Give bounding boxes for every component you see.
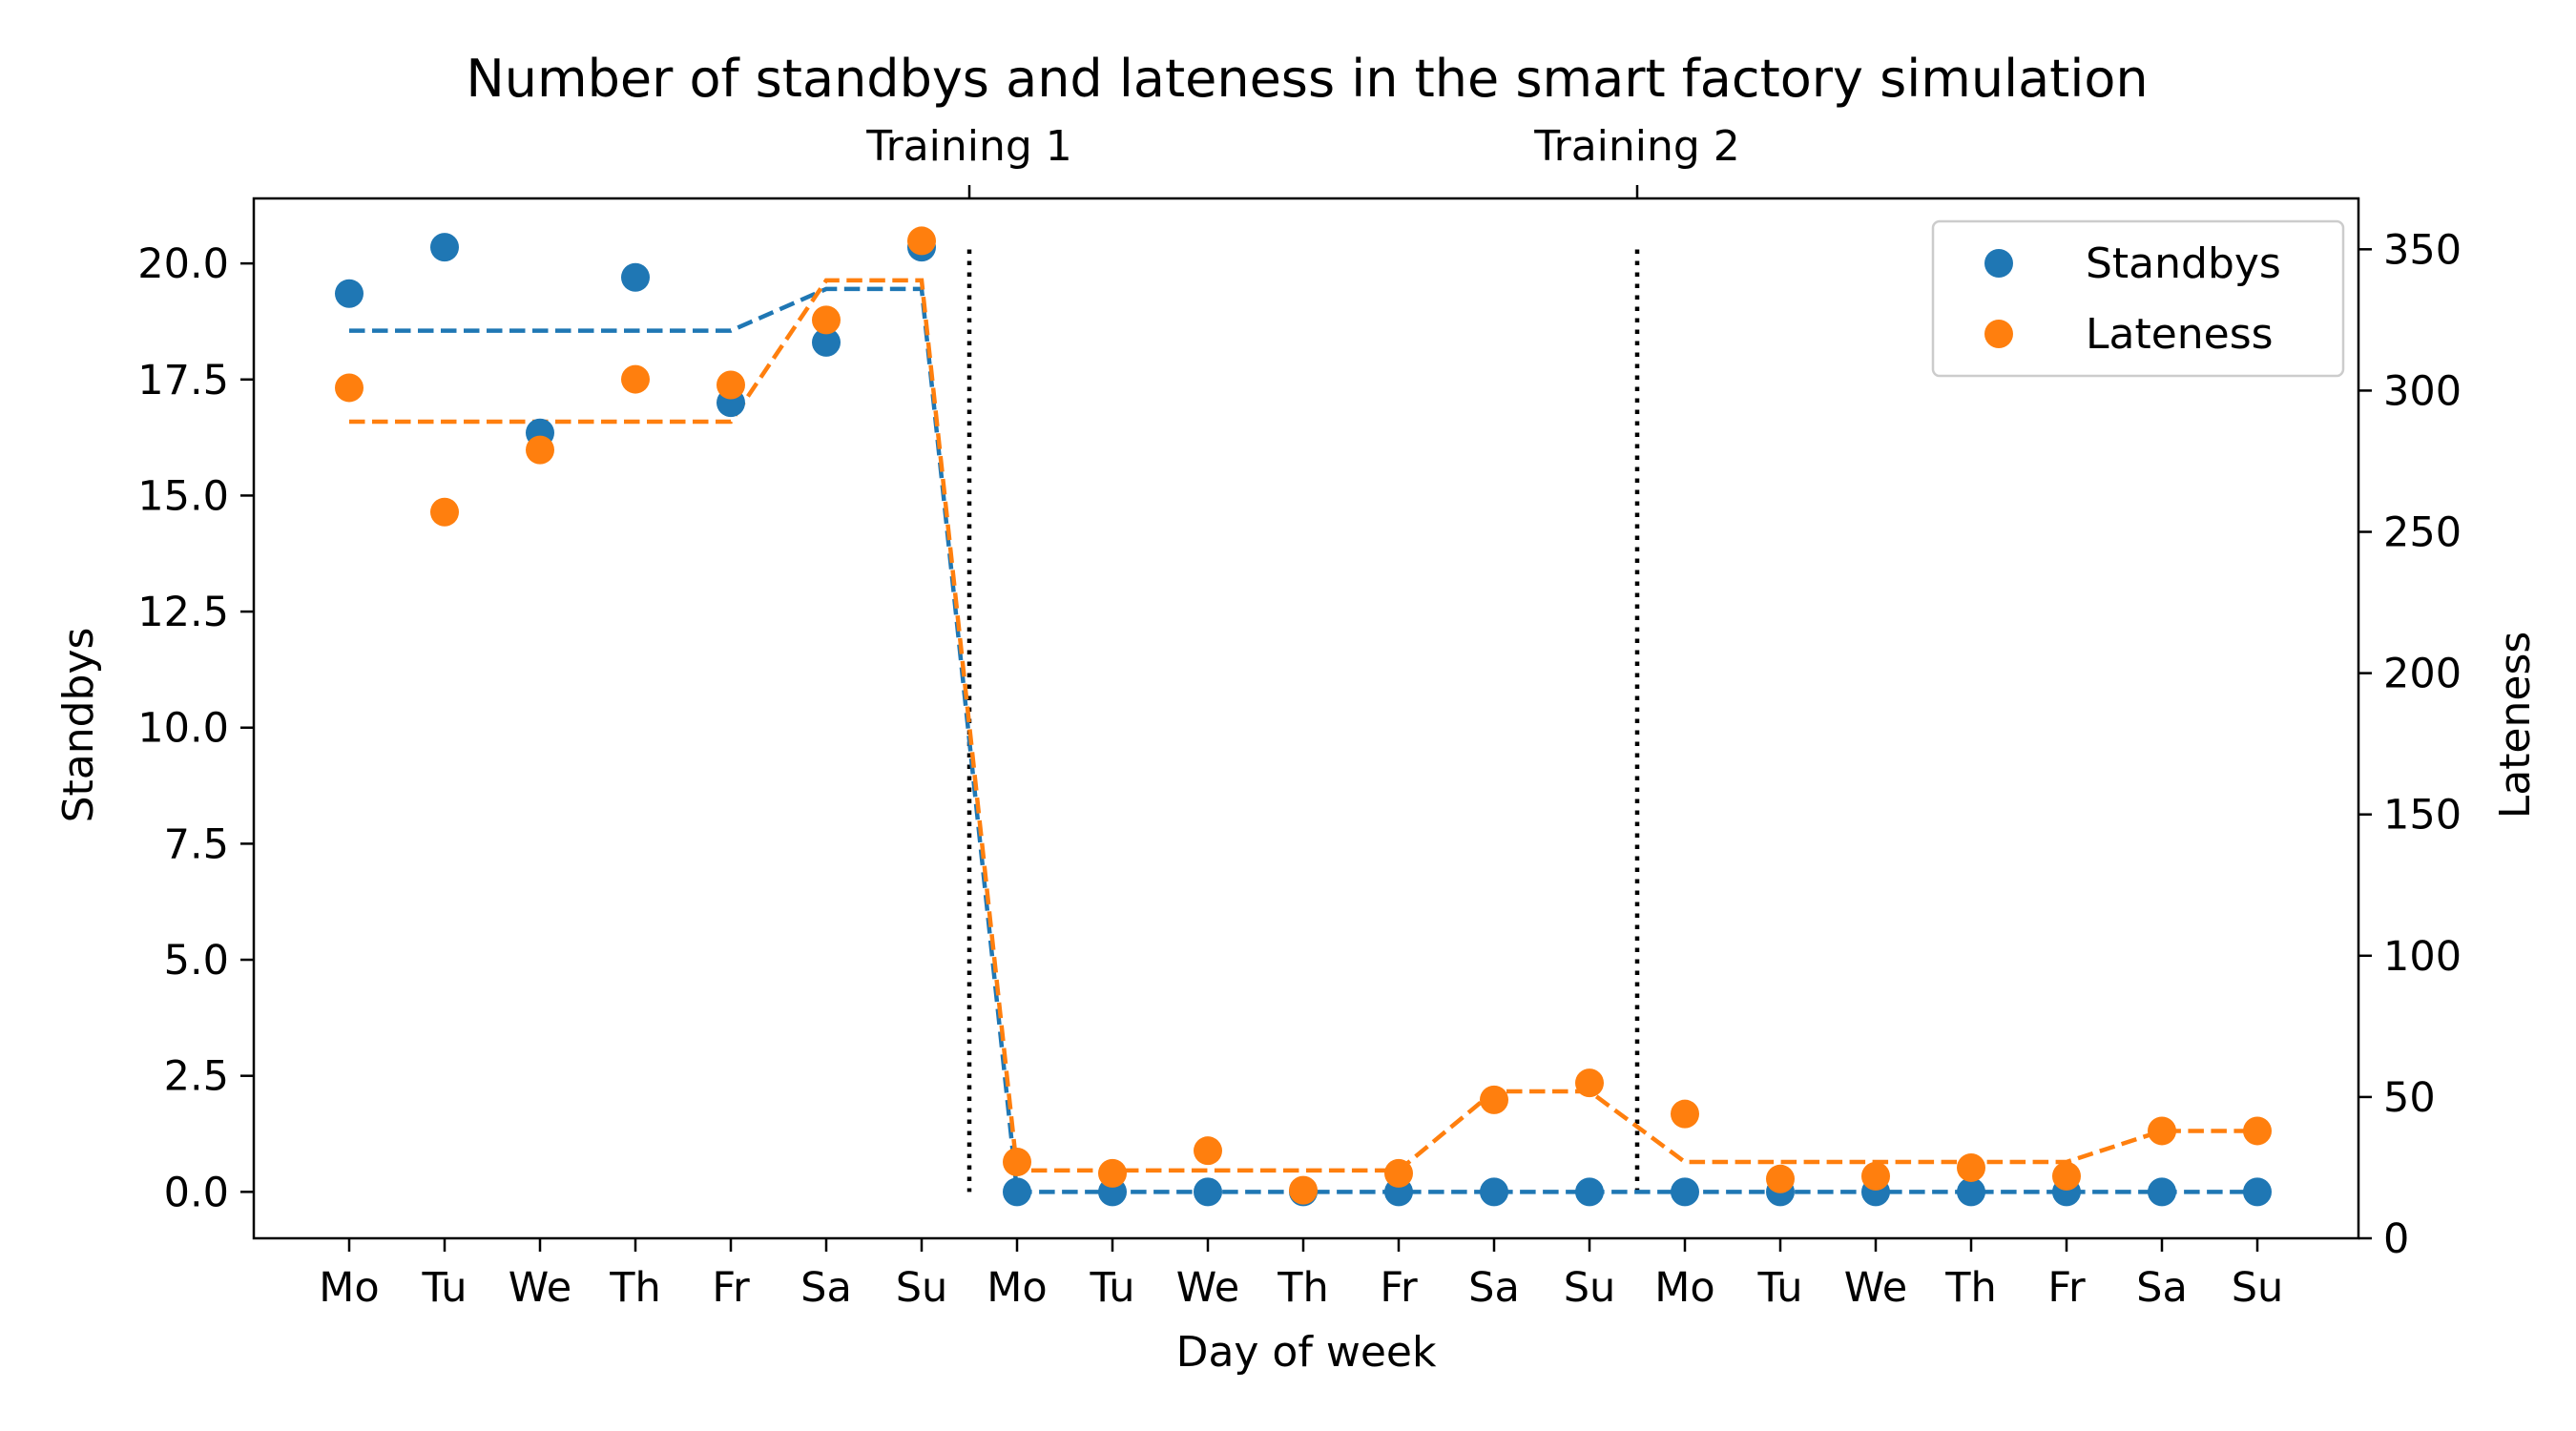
y-tick-label-left-6: 15.0 [137,472,229,520]
point-lateness-6 [907,226,936,256]
point-lateness-8 [1098,1158,1127,1188]
point-standbys-5 [812,327,841,357]
point-standbys-19 [2148,1177,2176,1207]
point-standbys-3 [621,262,650,292]
point-lateness-17 [1957,1152,1985,1182]
x-tick-label-5: Sa [800,1264,852,1312]
point-standbys-1 [430,233,459,262]
x-axis-ticks: Mo Tu We Th Fr Sa Su Mo Tu We Th Fr Sa Su Mo Tu We Th Fr Sa… [319,1238,2283,1312]
x-tick-label-12: Sa [1468,1264,1520,1312]
x-tick-label-2: We [509,1264,571,1312]
y-tick-label-right-4: 200 [2383,651,2462,698]
point-lateness-2 [526,435,554,465]
x-tick-label-19: Sa [2136,1264,2188,1312]
point-standbys-17 [1957,1177,1985,1207]
x-tick-label-13: Su [1564,1264,1616,1312]
x-tick-label-15: Tu [1757,1264,1803,1312]
point-lateness-18 [2052,1161,2081,1191]
x-tick-label-4: Fr [712,1264,750,1312]
x-tick-label-0: Mo [319,1264,379,1312]
y-tick-label-right-0: 0 [2383,1215,2409,1263]
x-tick-label-18: Fr [2047,1264,2086,1312]
trend-line-standbys [349,286,2257,1194]
legend-label-standbys: Standbys [2086,239,2281,288]
y-tick-label-right-5: 250 [2383,509,2462,557]
y-tick-label-right-2: 100 [2383,933,2462,981]
point-lateness-11 [1384,1158,1413,1188]
x-tick-label-1: Tu [422,1264,467,1312]
y-tick-label-right-7: 350 [2383,226,2462,274]
point-standbys-20 [2243,1177,2272,1207]
x-tick-label-3: Th [609,1264,661,1312]
point-lateness-19 [2148,1116,2176,1146]
point-lateness-1 [430,497,459,527]
x-tick-label-11: Fr [1380,1264,1418,1312]
y-tick-label-right-1: 50 [2383,1074,2436,1122]
training-markers: Training 1 Training 2 [865,122,1740,1192]
y-tick-label-left-3: 7.5 [164,820,229,868]
y-tick-label-right-6: 300 [2383,367,2462,415]
x-axis-label: Day of week [1176,1328,1437,1377]
top-marker-label-2: Training 2 [1533,122,1740,171]
y-tick-label-left-7: 17.5 [137,357,229,404]
x-tick-label-14: Mo [1654,1264,1714,1312]
point-standbys-12 [1480,1177,1508,1207]
y-axis-right-label: Lateness [2491,632,2540,819]
point-standbys-9 [1194,1177,1222,1207]
y-tick-label-left-2: 5.0 [164,937,229,985]
y-tick-label-left-0: 0.0 [164,1169,229,1216]
top-marker-label-1: Training 1 [865,122,1072,171]
point-lateness-14 [1671,1099,1699,1129]
x-tick-label-7: Mo [987,1264,1047,1312]
legend-marker-standbys [1984,249,2013,278]
legend-marker-lateness [1984,320,2013,348]
y-tick-label-left-1: 2.5 [164,1053,229,1101]
x-tick-label-8: Tu [1090,1264,1135,1312]
point-lateness-9 [1194,1136,1222,1166]
plot-frame [252,197,2360,1240]
y-axis-right-ticks: 0 50 100 150 200 250 300 350 [2358,226,2462,1263]
point-lateness-0 [335,373,364,403]
y-axis-left-ticks: 0.0 2.5 5.0 7.5 10.0 12.5 15.0 17.5 20.0 [137,240,254,1216]
point-standbys-7 [1003,1177,1031,1207]
point-lateness-20 [2243,1116,2272,1146]
x-tick-label-9: We [1176,1264,1239,1312]
point-lateness-4 [717,370,745,400]
point-lateness-16 [1861,1161,1890,1191]
point-standbys-0 [335,279,364,308]
legend: Standbys Lateness [1931,219,2345,378]
x-tick-label-10: Th [1277,1264,1329,1312]
chart-title: Number of standbys and lateness in the s… [466,49,2148,109]
point-lateness-13 [1575,1068,1604,1098]
point-standbys-13 [1575,1177,1604,1207]
trend-line-lateness [349,278,2257,1173]
y-tick-label-left-8: 20.0 [137,240,229,288]
legend-label-lateness: Lateness [2086,310,2274,359]
y-tick-label-left-5: 12.5 [137,589,229,636]
point-lateness-3 [621,364,650,394]
y-tick-label-left-4: 10.0 [137,705,229,753]
data-points [335,226,2272,1207]
trend-lines [349,278,2257,1194]
point-standbys-14 [1671,1177,1699,1207]
legend-box [1931,219,2345,378]
y-tick-label-right-3: 150 [2383,792,2462,840]
x-tick-label-17: Th [1944,1264,1997,1312]
x-tick-label-20: Su [2232,1264,2284,1312]
point-lateness-12 [1480,1085,1508,1114]
point-lateness-5 [812,305,841,335]
y-axis-left-label: Standbys [54,628,103,823]
point-lateness-15 [1766,1164,1795,1193]
x-tick-label-16: We [1844,1264,1907,1312]
point-lateness-10 [1289,1175,1318,1205]
point-lateness-7 [1003,1148,1031,1177]
x-tick-label-6: Su [896,1264,948,1312]
